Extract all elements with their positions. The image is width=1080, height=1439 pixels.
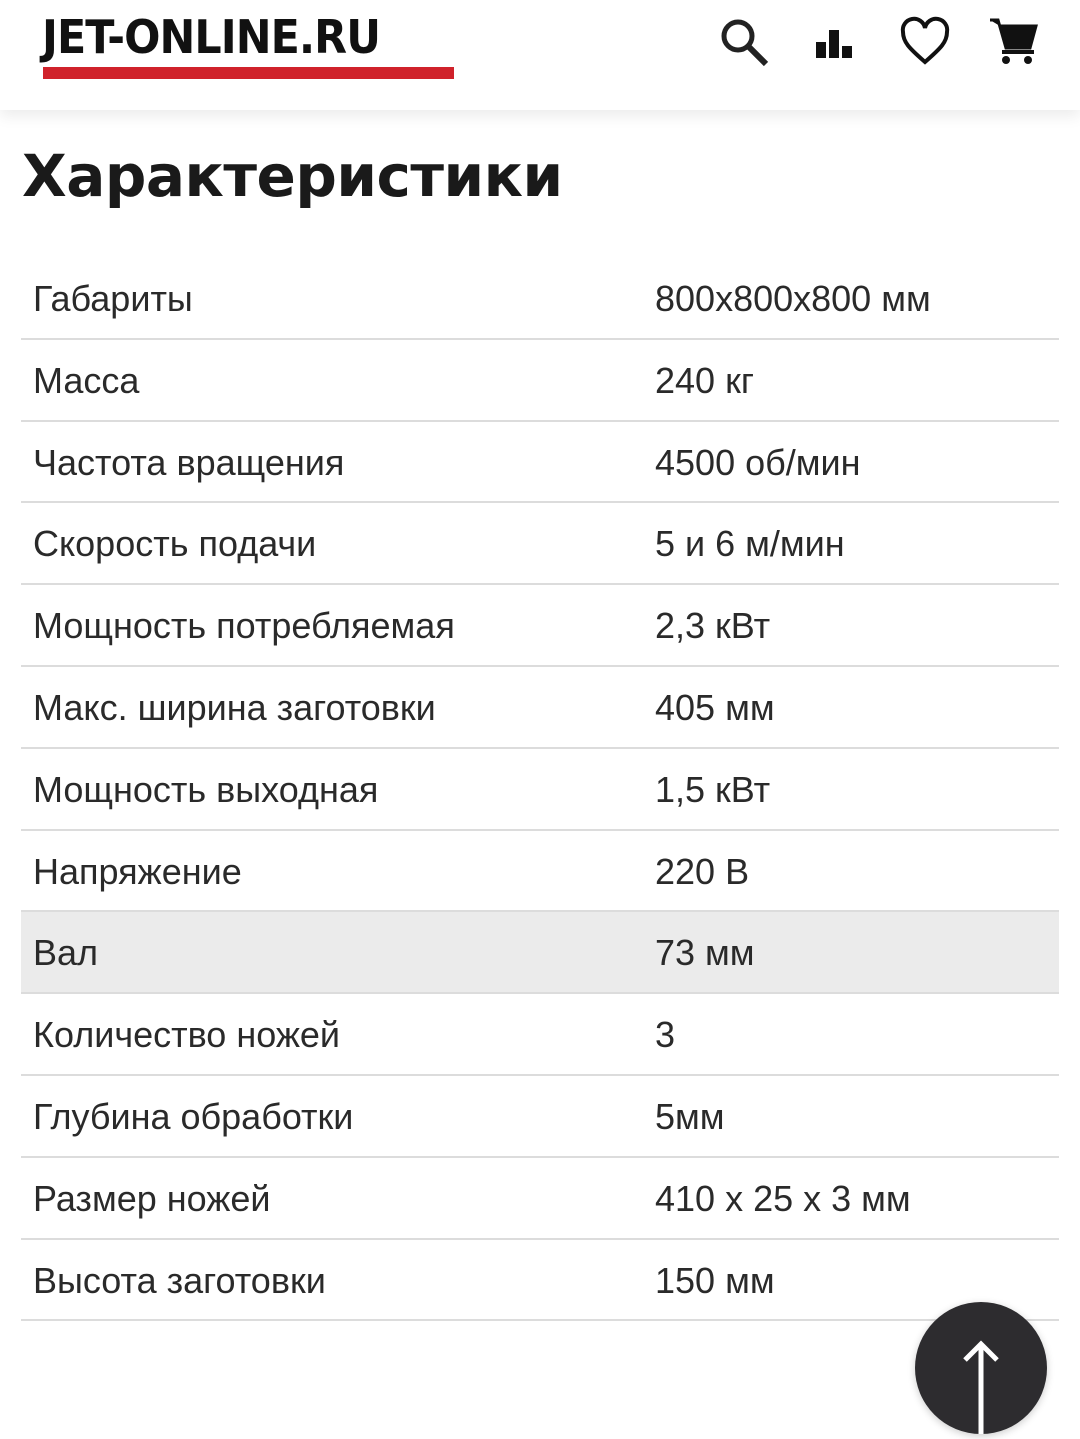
table-row: Размер ножей 410 x 25 x 3 мм bbox=[21, 1158, 1059, 1240]
spec-value: 3 bbox=[655, 1014, 676, 1056]
table-row: Скорость подачи 5 и 6 м/мин bbox=[21, 503, 1059, 586]
table-row: Мощность потребляемая 2,3 кВт bbox=[21, 585, 1059, 667]
logo-underline bbox=[43, 67, 454, 79]
spec-label: Высота заготовки bbox=[33, 1259, 326, 1301]
spec-value: 5мм bbox=[655, 1095, 725, 1137]
table-row: Масса 240 кг bbox=[21, 340, 1059, 422]
spec-label: Макс. ширина заготовки bbox=[33, 686, 436, 728]
arrow-up-icon bbox=[963, 1340, 999, 1434]
spec-value: 220 В bbox=[655, 850, 750, 892]
search-icon[interactable] bbox=[718, 16, 770, 68]
spec-value: 4500 об/мин bbox=[655, 441, 861, 483]
table-row: Высота заготовки 150 мм bbox=[21, 1240, 1059, 1322]
scroll-top-button[interactable] bbox=[915, 1302, 1047, 1434]
table-row: Напряжение 220 В bbox=[21, 831, 1059, 913]
table-row: Габариты 800x800x800 мм bbox=[21, 258, 1059, 340]
spec-value: 240 кг bbox=[655, 359, 754, 401]
table-row: Мощность выходная 1,5 кВт bbox=[21, 749, 1059, 831]
spec-label: Частота вращения bbox=[33, 441, 345, 483]
spec-value: 5 и 6 м/мин bbox=[655, 523, 845, 565]
table-row: Макс. ширина заготовки 405 мм bbox=[21, 667, 1059, 749]
spec-label: Количество ножей bbox=[33, 1014, 341, 1056]
spec-label: Габариты bbox=[33, 278, 193, 319]
spec-value: 800x800x800 мм bbox=[655, 278, 931, 319]
spec-label: Напряжение bbox=[33, 850, 242, 892]
table-row: Количество ножей 3 bbox=[21, 994, 1059, 1076]
compare-icon[interactable] bbox=[812, 16, 864, 68]
table-row: Частота вращения 4500 об/мин bbox=[21, 422, 1059, 504]
table-row: Глубина обработки 5мм bbox=[21, 1076, 1059, 1158]
spec-value: 2,3 кВт bbox=[655, 605, 771, 647]
spec-value: 150 мм bbox=[655, 1259, 775, 1301]
spec-value: 1,5 кВт bbox=[655, 768, 771, 810]
cart-icon[interactable] bbox=[988, 16, 1040, 68]
spec-label: Скорость подачи bbox=[33, 523, 317, 565]
spec-label: Глубина обработки bbox=[33, 1095, 354, 1137]
spec-label: Вал bbox=[33, 932, 99, 974]
spec-value: 73 мм bbox=[655, 932, 755, 974]
spec-label: Мощность потребляемая bbox=[33, 605, 455, 647]
spec-label: Размер ножей bbox=[33, 1177, 271, 1219]
spec-value: 410 x 25 x 3 мм bbox=[655, 1177, 911, 1219]
spec-label: Масса bbox=[33, 359, 140, 401]
site-header: JET-ONLINE.RU bbox=[0, 0, 1080, 110]
logo[interactable]: JET-ONLINE.RU bbox=[42, 10, 381, 64]
page-title: Характеристики bbox=[22, 142, 563, 210]
table-row: Вал 73 мм bbox=[21, 912, 1059, 995]
spec-label: Мощность выходная bbox=[33, 768, 379, 810]
specs-table: Габариты 800x800x800 мм Масса 240 кг Частота… bbox=[21, 258, 1059, 1322]
spec-value: 405 мм bbox=[655, 686, 775, 728]
heart-icon[interactable] bbox=[899, 16, 951, 68]
